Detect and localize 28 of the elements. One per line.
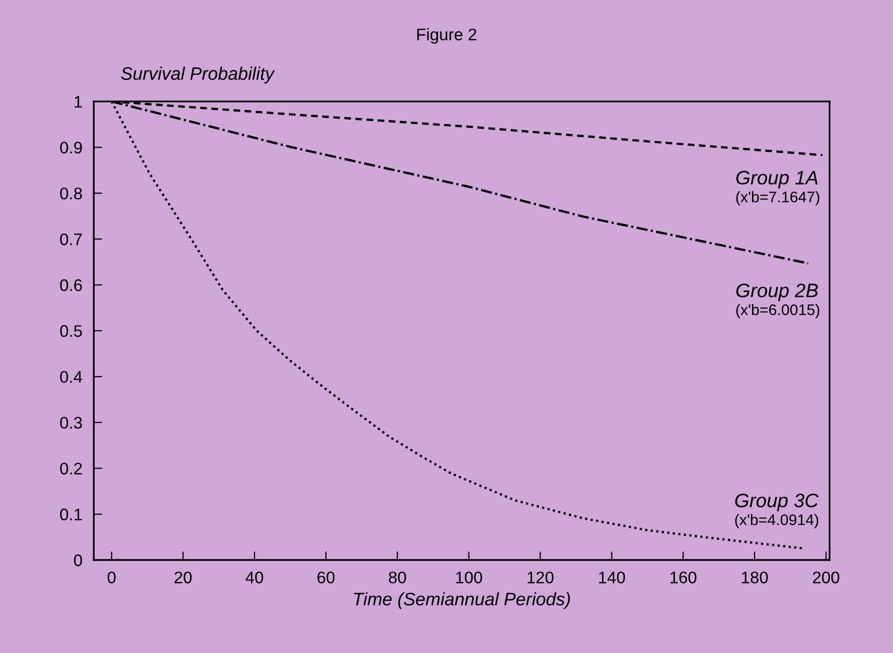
annotation: Group 2B (x'b=6.0015) (736, 284, 820, 318)
x-tick-label: 140 (599, 572, 625, 584)
y-tick-label: 0.2 (60, 462, 82, 475)
y-tick-label: 0.7 (60, 233, 82, 246)
y-tick-label: 0.5 (60, 325, 82, 337)
x-tick-label: 160 (670, 572, 696, 584)
x-tick-label: 80 (388, 572, 406, 584)
x-axis-title: Time (Semiannual Periods) (354, 592, 570, 610)
annotation: Group 3C (x'b=4.0914) (735, 494, 819, 528)
y-axis-title: Survival Probability (121, 66, 275, 84)
chart-title: Figure 2 (417, 28, 476, 44)
x-tick-label: 100 (456, 572, 482, 584)
x-tick-label: 180 (742, 572, 768, 584)
x-tick-label: 0 (108, 572, 116, 584)
x-tick-label: 20 (174, 572, 192, 584)
y-tick-label: 0.1 (60, 508, 82, 520)
x-tick-label: 40 (246, 572, 264, 584)
x-tick-label: 200 (812, 572, 840, 584)
y-tick-label: 1 (74, 96, 82, 108)
y-tick-label: 0.8 (60, 188, 82, 200)
y-tick-label: 0.4 (60, 371, 82, 383)
y-tick-label: 0.6 (60, 279, 82, 292)
annotation: Group 1A (x'b=7.1647) (736, 170, 820, 206)
y-tick-label: 0 (74, 554, 82, 566)
y-tick-label: 0.9 (60, 142, 82, 154)
x-tick-label: 120 (528, 572, 554, 584)
x-tick-label: 60 (318, 572, 335, 584)
y-tick-label: 0.3 (60, 416, 82, 429)
